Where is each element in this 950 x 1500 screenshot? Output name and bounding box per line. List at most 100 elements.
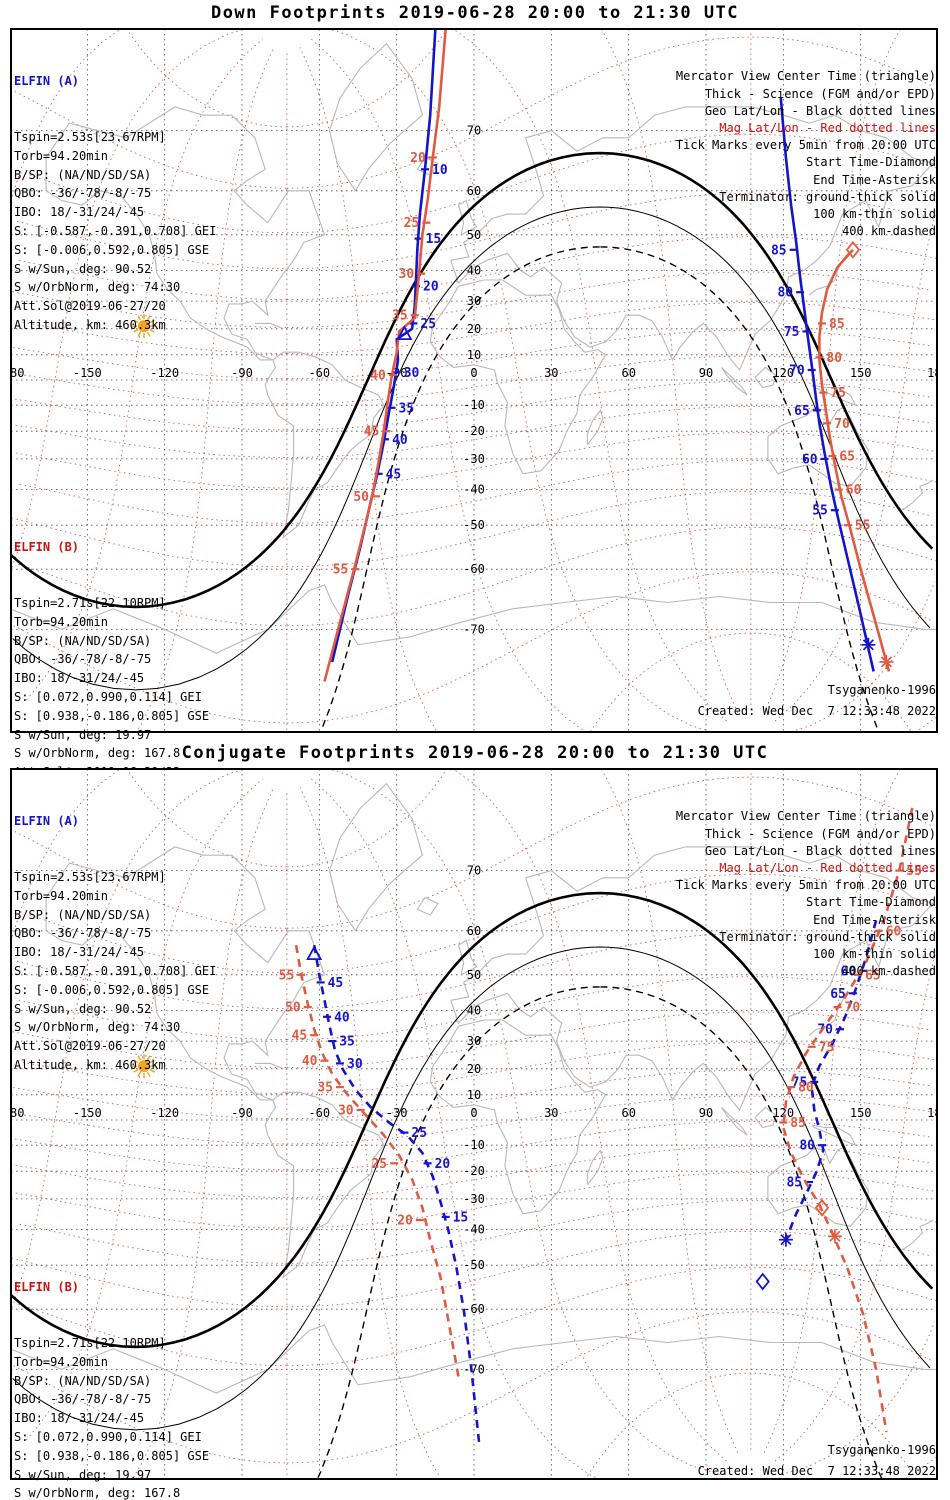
track-tick-label: 25 (404, 216, 420, 231)
track-tick-label: 30 (338, 1104, 354, 1119)
svg-text:90: 90 (699, 366, 713, 380)
info-line: QBO: -36/-78/-8/-75 (14, 926, 152, 941)
track-tick-label: 70 (834, 417, 850, 432)
svg-text:-30: -30 (463, 452, 485, 466)
elfin-a-conjugate-west: 45 40 35 30 25 20 15 (312, 944, 481, 1444)
info-line: Tspin=2.71s[22.10RPM] (14, 1335, 166, 1350)
sun-icon (132, 314, 156, 339)
conjugate-footprints-map: -180-150-120-90-60-300306090120150180706… (10, 768, 938, 1480)
svg-text:-20: -20 (463, 1164, 485, 1178)
legend-line: Mercator View Center Time (triangle) (675, 69, 936, 84)
track-tick-label: 65 (839, 450, 855, 465)
elfin-a-footprint-west: 10 15 20 25 30 35 40 45 (330, 29, 448, 663)
svg-text:90: 90 (699, 1106, 713, 1120)
track-tick-label: 40 (302, 1054, 318, 1069)
svg-text:-50: -50 (463, 518, 485, 532)
track-tick-label: 80 (798, 1081, 814, 1096)
info-line: IBO: 18/-31/24/-45 (14, 205, 145, 220)
svg-text:180: 180 (927, 366, 938, 380)
legend-line: Terminator: ground-thick solid (719, 189, 936, 204)
track-tick-label: 85 (829, 317, 845, 332)
info-line: B/SP: (NA/ND/SD/SA) (14, 633, 152, 648)
track-tick-label: 70 (845, 1001, 861, 1016)
center-time-triangle-marker (306, 945, 323, 961)
svg-text:-40: -40 (463, 483, 485, 497)
elfin-b-header: ELFIN (B) (14, 1279, 80, 1294)
info-line: Torb=94.20min (14, 148, 108, 163)
elfin-b-info-lines: Tspin=2.71s[22.10RPM] Torb=94.20min B/SP: … (14, 1334, 209, 1500)
model-credit: Tsyganenko-1996 (827, 1443, 936, 1458)
svg-text:-180: -180 (10, 366, 24, 380)
track-tick-label: 55 (812, 504, 828, 519)
track-tick-label: 50 (285, 1001, 301, 1016)
svg-text:30: 30 (544, 366, 558, 380)
track-tick-label: 50 (353, 490, 369, 505)
svg-text:60: 60 (467, 924, 481, 938)
info-line: S: [-0.006,0.592,0.805] GSE (14, 242, 210, 257)
track-tick-label: 40 (392, 433, 408, 448)
elfin-a-info-lines: Tspin=2.53s[23.67RPM] Torb=94.20min B/SP: … (14, 868, 216, 1075)
info-line: Torb=94.20min (14, 888, 108, 903)
created-timestamp: Created: Wed Dec 7 12:33:48 2022 (697, 704, 936, 719)
track-tick-label: 55 (906, 864, 922, 879)
track-tick-label: 45 (386, 467, 402, 482)
legend-line: Tick Marks every 5min from 20:00 UTC (675, 878, 936, 893)
svg-text:70: 70 (467, 124, 481, 138)
map-layers: -180 -150 -120 -90 -60 -30 0 30 60 90 120 150 180 70 6… (10, 29, 938, 732)
svg-text:-60: -60 (308, 366, 330, 380)
info-line: Att.Sol@2019-06-27/20 (14, 299, 166, 314)
elfin-a-info-lines: Tspin=2.53s[23.67RPM] Torb=94.20min B/SP: … (14, 128, 216, 335)
legend-line: Start Time-Diamond (805, 895, 936, 910)
legend-line: Mag Lat/Lon - Red dotted lines (719, 861, 936, 876)
svg-text:120: 120 (772, 366, 794, 380)
svg-text:10: 10 (467, 1088, 481, 1102)
elfin-a-header: ELFIN (A) (14, 813, 80, 828)
track-tick-label: 35 (339, 1035, 355, 1050)
track-tick-label: 80 (777, 286, 793, 301)
info-line: B/SP: (NA/ND/SD/SA) (14, 1373, 152, 1388)
end-time-asterisk-marker (827, 1229, 842, 1244)
end-time-asterisk-marker (861, 637, 876, 652)
info-line: Altitude, km: 460.3km (14, 317, 166, 332)
svg-text:70: 70 (467, 864, 481, 878)
svg-text:0: 0 (470, 366, 477, 380)
svg-text:-10: -10 (463, 1138, 485, 1152)
panel-title-conjugate: Conjugate Footprints 2019-06-28 20:00 to… (181, 743, 769, 763)
svg-text:-150: -150 (73, 1106, 102, 1120)
track-tick-label: 55 (279, 968, 295, 983)
axis-labels: -180-150-120-90-60-300306090120150180706… (11, 864, 937, 1377)
track-tick-label: 80 (826, 351, 842, 366)
start-time-diamond-marker (814, 1198, 830, 1217)
svg-text:-50: -50 (463, 1258, 485, 1272)
info-line: IBO: 18/-31/24/-45 (14, 945, 145, 960)
track-tick-label: 65 (830, 987, 846, 1002)
elfin-a-info-block: ELFIN (A) Tspin=2.53s[23.67RPM] Torb=94.2… (14, 774, 216, 1112)
track-tick-label: 20 (410, 151, 426, 166)
track-tick-label: 25 (420, 317, 436, 332)
geo-grid (11, 769, 937, 1479)
track-tick-label: 30 (399, 267, 415, 282)
track-tick-label: 55 (855, 519, 871, 534)
track-tick-label: 30 (347, 1057, 363, 1072)
svg-text:30: 30 (467, 1034, 481, 1048)
track-tick-label: 85 (790, 1116, 806, 1131)
elfin-b-conjugate-west: 55 50 45 40 35 30 25 20 (279, 944, 460, 1378)
legend-line: 100 km-thin solid (813, 947, 936, 962)
legend-line: 400 km-dashed (842, 224, 936, 239)
info-line: S: [0.072,0.990,0.114] GEI (14, 689, 202, 704)
info-line: S: [0.938,-0.186,0.805] GSE (14, 708, 210, 723)
info-line: S w/OrbNorm, deg: 74:30 (14, 1020, 181, 1035)
legend-line: 100 km-thin solid (813, 207, 936, 222)
svg-text:60: 60 (621, 366, 635, 380)
info-line: S: [-0.587,-0.391,0.708] GEI (14, 223, 217, 238)
legend-lines: Mercator View Center Time (triangle) Thic… (676, 68, 936, 240)
legend-line: Thick - Science (FGM and/or EPD) (704, 86, 936, 101)
start-time-diamond-marker (845, 240, 861, 259)
legend-line: Thick - Science (FGM and/or EPD) (704, 826, 936, 841)
panel-title-down: Down Footprints 2019-06-28 20:00 to 21:3… (210, 3, 740, 23)
track-tick-label: 75 (792, 1075, 808, 1090)
track-tick-label: 20 (423, 280, 439, 295)
info-line: S: [-0.587,-0.391,0.708] GEI (14, 963, 217, 978)
info-line: S w/Sun, deg: 19.97 (14, 727, 152, 742)
